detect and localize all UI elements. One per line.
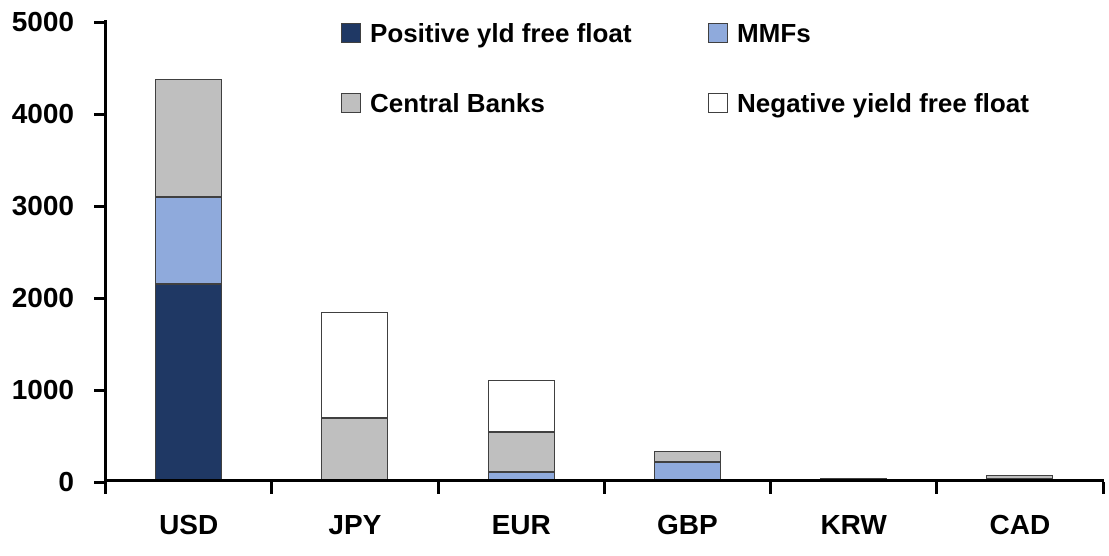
y-tick: [93, 112, 106, 116]
y-tick: [93, 480, 106, 484]
category-label-cad: CAD: [989, 509, 1051, 540]
x-tick: [104, 482, 107, 494]
y-tick-label: 0: [58, 466, 74, 497]
category-label-gbp: GBP: [657, 509, 718, 540]
bar-segment-jpy-central-banks: [321, 417, 389, 482]
legend-label: Negative yield free float: [737, 88, 1029, 118]
x-tick: [935, 482, 939, 494]
x-tick: [270, 482, 274, 494]
legend-label: MMFs: [737, 18, 811, 48]
legend-item-central-banks: Central Banks: [341, 89, 545, 117]
legend-swatch-icon: [341, 93, 361, 113]
bar-segment-usd-positive-yld-free-float: [155, 284, 223, 482]
legend-swatch-icon: [708, 93, 728, 113]
y-tick-label: 5000: [11, 6, 74, 37]
legend-label: Central Banks: [370, 88, 545, 118]
category-label-krw: KRW: [820, 509, 887, 540]
x-tick: [769, 482, 772, 494]
y-tick: [93, 204, 106, 208]
bar-segment-gbp-central-banks: [653, 450, 721, 462]
category-label-usd: USD: [159, 509, 219, 540]
y-tick: [93, 388, 106, 392]
legend-label: Positive yld free float: [370, 18, 632, 48]
bar-segment-eur-negative-yield-free-float: [487, 379, 555, 433]
x-tick: [1101, 482, 1105, 494]
y-tick: [93, 296, 106, 300]
legend-item-mmfs: MMFs: [708, 19, 811, 47]
legend-item-positive-yld-free-float: Positive yld free float: [341, 19, 632, 47]
category-label-jpy: JPY: [328, 509, 382, 540]
y-tick-label: 3000: [11, 190, 74, 221]
x-axis: [104, 479, 1104, 482]
bar-segment-cad-central-banks: [986, 475, 1054, 480]
bar-segment-usd-central-banks: [155, 79, 223, 197]
y-tick-label: 2000: [11, 282, 74, 313]
legend-swatch-icon: [708, 23, 728, 43]
x-tick: [436, 482, 440, 494]
legend-item-negative-yield-free-float: Negative yield free float: [708, 89, 1029, 117]
bar-segment-eur-central-banks: [487, 432, 555, 472]
y-tick-label: 4000: [11, 98, 74, 129]
y-tick: [93, 20, 106, 24]
y-axis: [104, 20, 107, 483]
x-tick: [602, 482, 606, 494]
category-label-eur: EUR: [491, 509, 551, 540]
bar-segment-jpy-negative-yield-free-float: [321, 311, 389, 418]
bar-segment-usd-mmfs: [155, 196, 223, 285]
y-tick-label: 1000: [11, 374, 74, 405]
legend-swatch-icon: [341, 23, 361, 43]
